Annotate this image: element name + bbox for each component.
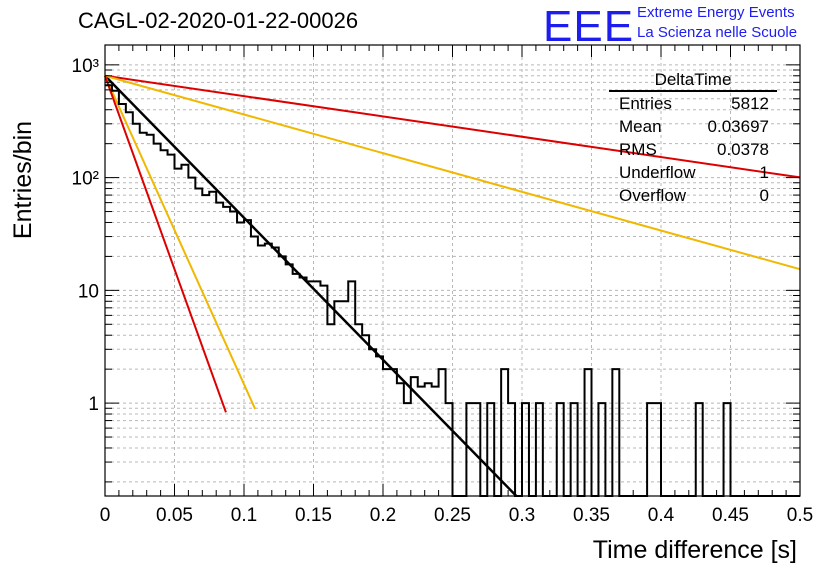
fit-line-0 bbox=[104, 74, 518, 497]
x-tick-label: 0.35 bbox=[573, 505, 610, 526]
stats-box: DeltaTime Entries 5812 Mean 0.03697 RMS 0.0… bbox=[609, 70, 777, 207]
stats-title: DeltaTime bbox=[609, 70, 777, 92]
x-tick-label: 0.05 bbox=[156, 505, 193, 526]
x-axis-label: Time difference [s] bbox=[593, 536, 797, 564]
stats-label: Overflow bbox=[619, 186, 687, 205]
x-tick-label: 0.25 bbox=[434, 505, 471, 526]
fit-line-3 bbox=[104, 75, 257, 410]
y-tick-label: 10³ bbox=[72, 56, 99, 77]
y-tick-label: 1 bbox=[88, 394, 99, 415]
stats-label: Mean bbox=[619, 117, 662, 136]
stats-value: 1 bbox=[759, 163, 769, 182]
stats-value: 0.03697 bbox=[707, 117, 769, 136]
stats-label: Underflow bbox=[619, 163, 696, 182]
eee-logo: EEE bbox=[543, 2, 635, 51]
stats-row-rms: RMS 0.0378 bbox=[609, 138, 777, 161]
fit-line-1 bbox=[104, 74, 801, 179]
x-tick-label: 0.3 bbox=[509, 505, 535, 526]
stats-row-entries: Entries 5812 bbox=[609, 92, 777, 115]
x-tick-label: 0.4 bbox=[648, 505, 675, 526]
x-tick-label: 0.1 bbox=[231, 505, 257, 526]
grid-lines bbox=[105, 45, 800, 496]
fit-lines bbox=[104, 74, 801, 497]
logo-caption-line2: La Scienza nelle Scuole bbox=[637, 24, 798, 41]
y-tick-label: 10² bbox=[72, 169, 99, 190]
stats-label: Entries bbox=[619, 94, 672, 113]
x-axis-ticks: 0 0.05 0.1 0.15 0.2 0.25 0.3 0.35 0.4 0.45 0.5 bbox=[100, 45, 813, 526]
y-tick-label: 10 bbox=[78, 281, 99, 302]
x-tick-label: 0.15 bbox=[295, 505, 332, 526]
stats-value: 0.0378 bbox=[717, 140, 769, 159]
stats-value: 0 bbox=[759, 186, 769, 205]
x-tick-label: 0.45 bbox=[712, 505, 749, 526]
fit-line-4 bbox=[104, 75, 227, 413]
stats-value: 5812 bbox=[731, 94, 769, 113]
chart-title: CAGL-02-2020-01-22-00026 bbox=[78, 8, 359, 33]
fit-line-2 bbox=[104, 74, 801, 271]
stats-label: RMS bbox=[619, 140, 657, 159]
x-tick-label: 0.5 bbox=[787, 505, 813, 526]
stats-row-underflow: Underflow 1 bbox=[609, 161, 777, 184]
stats-row-overflow: Overflow 0 bbox=[609, 184, 777, 207]
x-tick-label: 0 bbox=[100, 505, 111, 526]
x-tick-label: 0.2 bbox=[370, 505, 396, 526]
stats-row-mean: Mean 0.03697 bbox=[609, 115, 777, 138]
logo-caption-line1: Extreme Energy Events bbox=[637, 4, 795, 21]
y-axis-label: Entries/bin bbox=[9, 121, 37, 239]
